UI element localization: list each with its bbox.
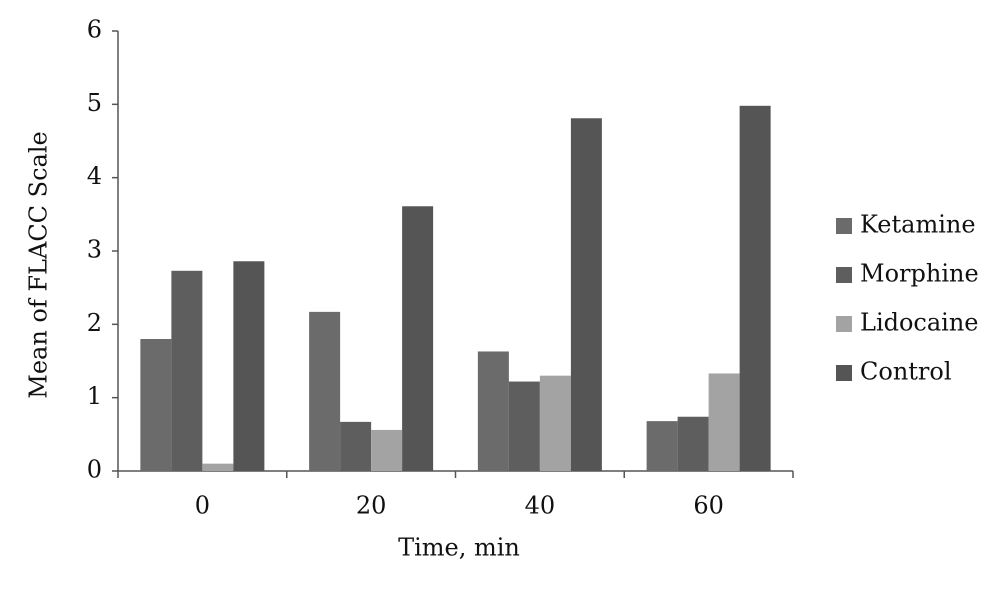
legend-label: Ketamine xyxy=(860,211,976,239)
bar xyxy=(570,118,602,472)
legend-swatch xyxy=(836,365,852,381)
legend-label: Morphine xyxy=(860,260,979,288)
bar xyxy=(708,373,740,471)
legend-swatch xyxy=(836,218,852,234)
bar xyxy=(233,261,265,471)
bar xyxy=(202,463,234,471)
y-tick-label: 6 xyxy=(87,16,102,44)
bar xyxy=(539,375,571,471)
y-tick-label: 0 xyxy=(87,456,102,484)
bar xyxy=(340,421,372,471)
legend-swatch xyxy=(836,316,852,332)
bar xyxy=(309,311,341,471)
y-tick-label: 1 xyxy=(87,382,102,410)
bar xyxy=(646,421,678,471)
y-axis-title: Mean of FLACC Scale xyxy=(25,131,53,398)
y-tick-label: 4 xyxy=(87,162,102,190)
y-tick-label: 2 xyxy=(87,309,102,337)
legend-label: Control xyxy=(860,358,952,386)
x-tick-label: 40 xyxy=(525,492,556,520)
y-tick-label: 3 xyxy=(87,236,102,264)
bar xyxy=(477,351,509,471)
x-axis-title: Time, min xyxy=(398,534,520,562)
bar xyxy=(677,416,709,471)
x-tick-label: 60 xyxy=(693,492,724,520)
bar xyxy=(402,206,434,471)
bar xyxy=(171,270,203,471)
bar xyxy=(140,339,172,471)
legend-label: Lidocaine xyxy=(860,309,979,337)
bar xyxy=(371,429,403,471)
y-tick-label: 5 xyxy=(87,89,102,117)
legend-swatch xyxy=(836,267,852,283)
x-tick-label: 0 xyxy=(195,492,210,520)
x-tick-label: 20 xyxy=(356,492,387,520)
bar xyxy=(739,105,771,472)
bar xyxy=(508,381,540,471)
